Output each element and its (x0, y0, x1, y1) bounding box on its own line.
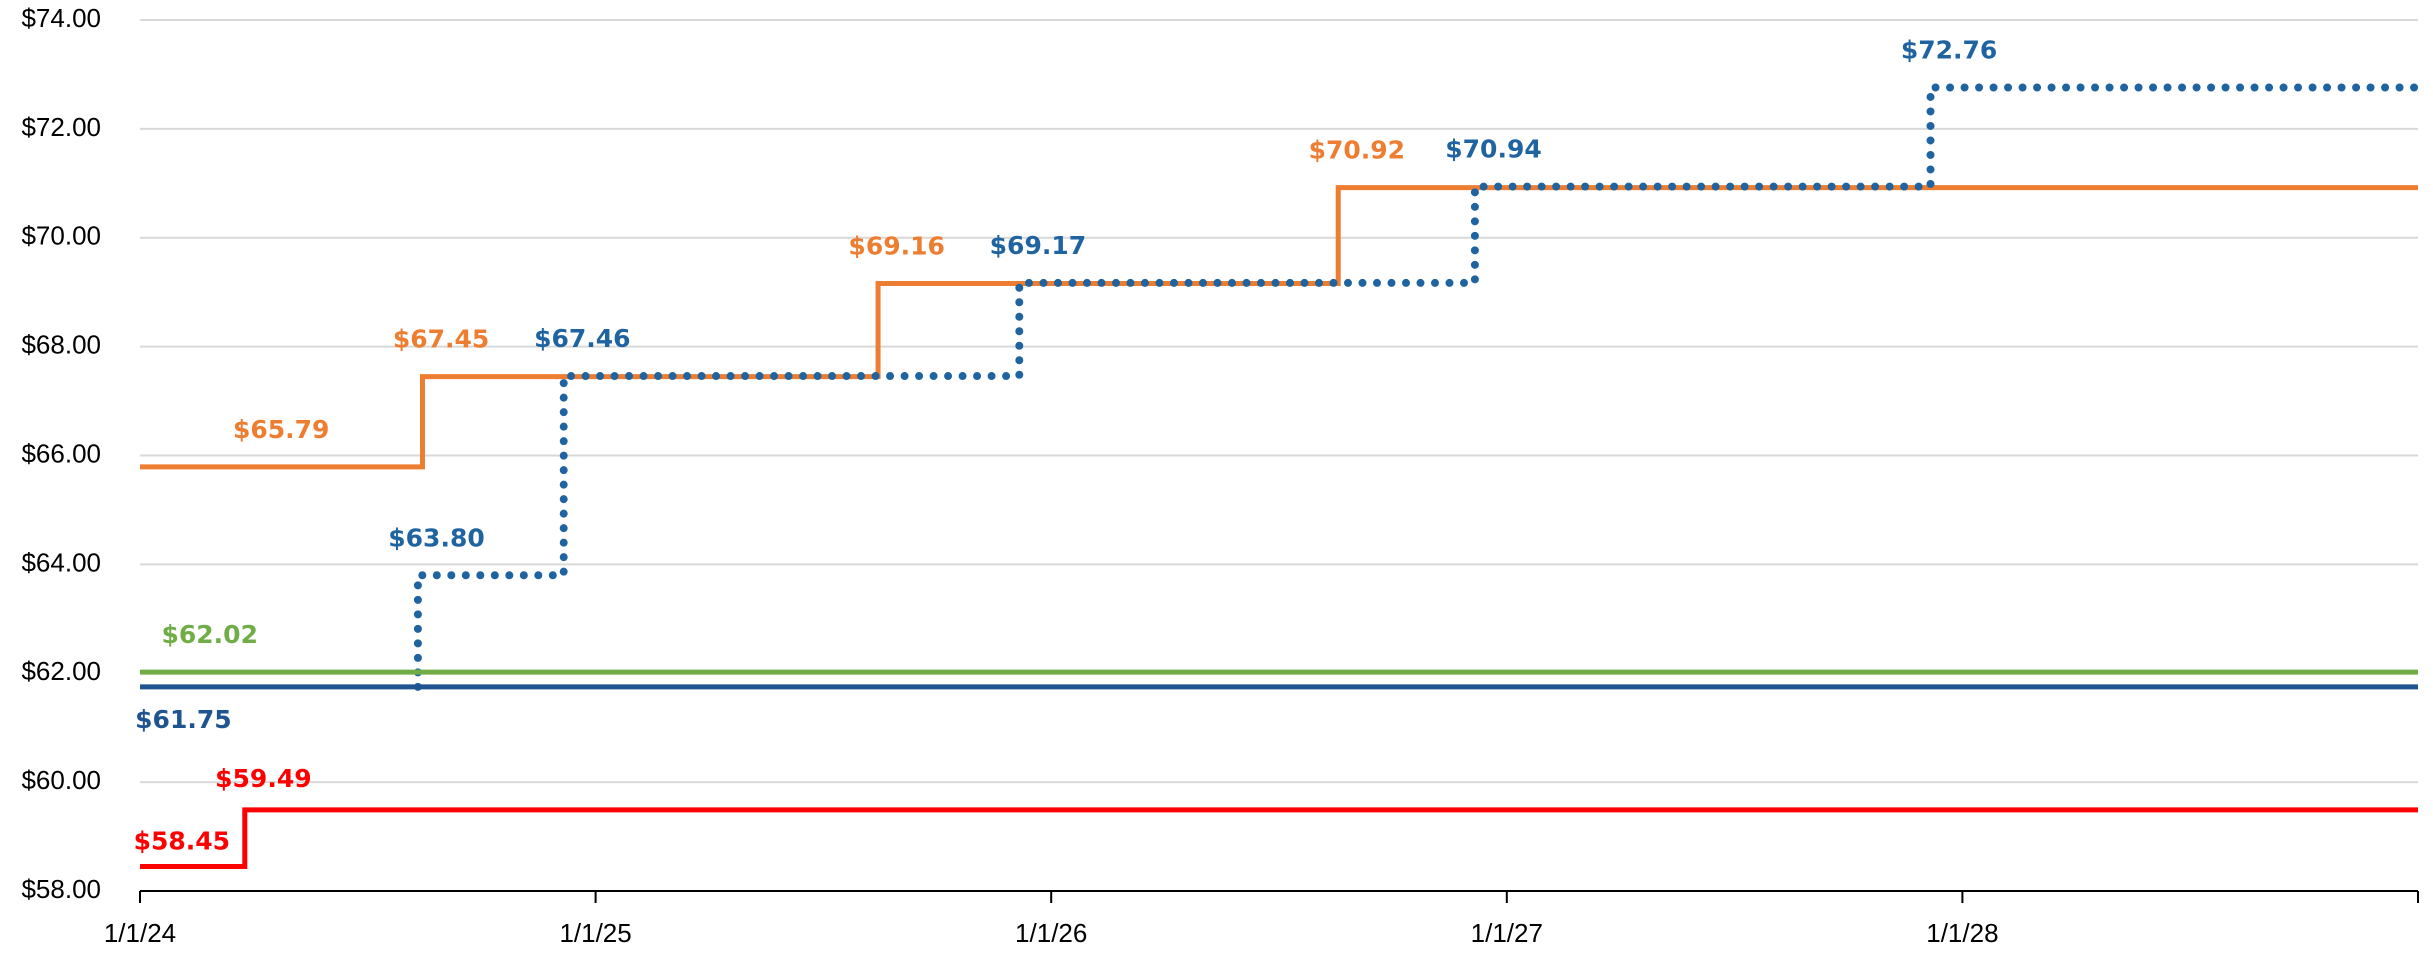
x-tick-label: 1/1/28 (1926, 918, 1998, 948)
data-label: $65.79 (233, 415, 329, 444)
x-tick-label: 1/1/27 (1471, 918, 1543, 948)
data-label: $72.76 (1901, 36, 1997, 65)
y-tick-label: $74.00 (21, 3, 101, 33)
data-label: $63.80 (388, 523, 484, 552)
y-tick-label: $70.00 (21, 221, 101, 251)
y-tick-label: $68.00 (21, 330, 101, 360)
step-line (140, 185, 2418, 470)
y-tick-label: $58.00 (21, 874, 101, 904)
y-tick-label: $64.00 (21, 547, 101, 577)
data-label: $59.49 (215, 764, 311, 793)
y-tick-label: $72.00 (21, 112, 101, 142)
step-line (413, 83, 2422, 691)
data-label: $62.02 (162, 620, 258, 649)
x-tick-label: 1/1/24 (104, 918, 176, 948)
data-label: $61.75 (135, 705, 231, 734)
x-tick-label: 1/1/25 (559, 918, 631, 948)
step-line (140, 807, 2418, 870)
data-label: $67.46 (534, 324, 630, 353)
data-label: $69.17 (990, 231, 1086, 260)
data-label: $69.16 (848, 231, 944, 260)
data-label: $70.92 (1309, 136, 1405, 165)
data-label: $67.45 (393, 325, 489, 354)
data-label: $58.45 (134, 827, 230, 856)
x-tick-label: 1/1/26 (1015, 918, 1087, 948)
y-tick-label: $66.00 (21, 438, 101, 468)
data-label: $70.94 (1445, 135, 1541, 164)
y-tick-label: $62.00 (21, 656, 101, 686)
y-tick-label: $60.00 (21, 765, 101, 795)
